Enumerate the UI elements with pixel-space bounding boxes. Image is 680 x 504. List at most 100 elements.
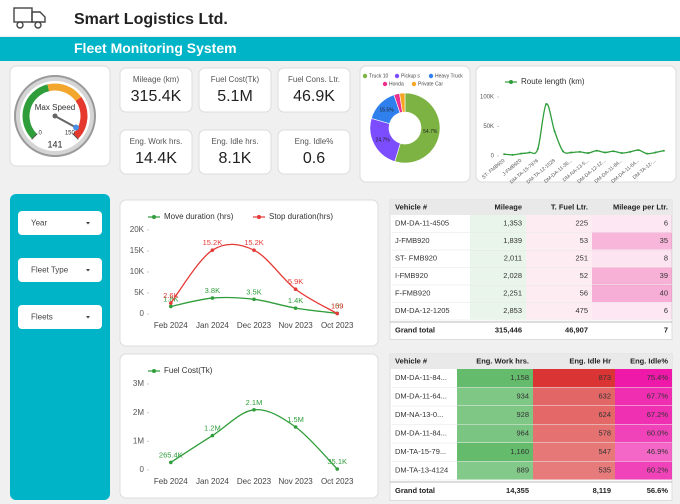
app-title: Smart Logistics Ltd.	[74, 11, 228, 28]
table-cell-bg	[592, 285, 672, 303]
y-tick-label: 3M	[133, 379, 144, 388]
table-cell: DM-DA-11-64...	[395, 392, 447, 401]
table-header: Eng. Idle Hr	[569, 356, 611, 365]
table-cell: 1,158	[510, 373, 529, 382]
y-tick-label: 10K	[130, 267, 145, 276]
table-header: T. Fuel Ltr.	[551, 202, 588, 211]
filter-label[interactable]: Year	[31, 219, 48, 228]
table-cell-bg	[533, 387, 615, 406]
kpi-value: 0.6	[303, 150, 325, 167]
table-cell: 2,011	[504, 254, 522, 263]
series-point	[536, 147, 539, 150]
y-tick-label: 2M	[133, 408, 144, 417]
series-point	[637, 149, 640, 152]
truck-icon	[13, 7, 46, 29]
table-cell: 75.4%	[647, 373, 669, 382]
table-header-bg	[390, 354, 672, 369]
series-point	[545, 103, 548, 106]
filter-label[interactable]: Fleets	[31, 313, 53, 322]
table-cell-bg	[615, 424, 672, 443]
table-cell: ST- FMB920	[395, 254, 437, 263]
dropdown-arrow	[86, 222, 90, 225]
table-cell-bg	[457, 443, 533, 462]
series-point	[662, 149, 665, 152]
series-point	[595, 149, 598, 152]
x-tick-label: Oct 2023	[321, 321, 354, 330]
y-tick-label: 20K	[130, 225, 145, 234]
table-total: 315,446	[495, 326, 522, 335]
table-cell: 251	[575, 254, 588, 263]
table-cell: 547	[598, 447, 611, 456]
table-cell: 624	[598, 410, 611, 419]
table-cell: 8	[664, 254, 668, 263]
kpi-value: 46.9K	[293, 88, 335, 105]
table-total: Grand total	[395, 326, 435, 335]
kpi-label: Eng. Idle%	[295, 137, 334, 146]
table-cell-bg	[470, 250, 526, 268]
data-label: 109	[331, 302, 344, 311]
table-cell: DM-DA-12-1205	[395, 306, 450, 315]
table-cell-bg	[526, 302, 592, 320]
legend-swatch	[382, 81, 388, 87]
legend-swatch	[362, 73, 368, 79]
legend-marker	[152, 369, 156, 373]
card	[119, 129, 193, 175]
table-cell-bg	[457, 424, 533, 443]
kpi-label: Fuel Cons. Ltr.	[288, 75, 340, 84]
table-cell: 56	[580, 289, 588, 298]
series-point	[646, 152, 648, 155]
filter-dropdown[interactable]	[18, 258, 102, 282]
table-cell-bg	[533, 406, 615, 425]
gauge-needle-tip	[73, 124, 80, 131]
table-cell: 225	[575, 219, 588, 228]
table-cell: 60.0%	[647, 429, 669, 438]
table-cell: 1,839	[503, 236, 522, 245]
legend-marker	[152, 215, 156, 219]
table-cell: 2,251	[503, 289, 522, 298]
kpi-label: Eng. Work hrs.	[130, 137, 183, 146]
legend-label: Pickup s	[401, 73, 420, 79]
table-cell: 52	[580, 271, 588, 280]
y-tick-label: 5K	[134, 288, 144, 297]
table-cell: 2,028	[503, 271, 522, 280]
table-cell-bg	[526, 215, 592, 233]
table-cell-bg	[615, 443, 672, 462]
table-cell: I-FMB920	[395, 271, 428, 280]
x-tick-label: Dec 2023	[237, 477, 272, 486]
filter-dropdown[interactable]	[18, 211, 102, 235]
y-tick-label: 100K	[480, 95, 494, 101]
series-point	[335, 311, 340, 316]
filter-dropdown[interactable]	[18, 305, 102, 329]
legend-label: Truck 10	[369, 73, 388, 79]
table-cell-bg	[470, 302, 526, 320]
table-cell-bg	[615, 369, 672, 388]
series-point	[335, 467, 340, 471]
gauge-value: 141	[47, 139, 62, 149]
table-total: 8,119	[593, 486, 611, 495]
dropdown-arrow	[86, 316, 90, 319]
gauge-tick-label: 0	[38, 130, 42, 136]
legend-marker	[509, 80, 513, 84]
y-tick-label: 0	[491, 154, 495, 160]
table-bg	[389, 199, 673, 340]
table-cell-bg	[470, 232, 526, 250]
series-point	[169, 301, 173, 305]
legend-label: Private Car	[418, 81, 443, 87]
series-point	[210, 296, 215, 300]
data-label: 159	[331, 301, 344, 310]
table-cell-bg	[592, 232, 672, 250]
gauge-band	[22, 84, 50, 139]
gauge-band	[47, 83, 82, 102]
table-header: Eng. Work hrs.	[476, 356, 529, 365]
gauge-tick	[31, 133, 38, 140]
series-point	[169, 304, 173, 309]
series-point	[553, 130, 556, 133]
data-label: 1.4K	[288, 296, 303, 305]
series-point	[570, 151, 573, 154]
series-point	[620, 152, 623, 155]
filter-label[interactable]: Fleet Type	[31, 266, 69, 275]
kpi-value: 8.1K	[219, 150, 252, 167]
table-cell: 934	[516, 392, 529, 401]
x-tick-label: Nov 2023	[278, 477, 313, 486]
table-total: 7	[664, 326, 668, 335]
